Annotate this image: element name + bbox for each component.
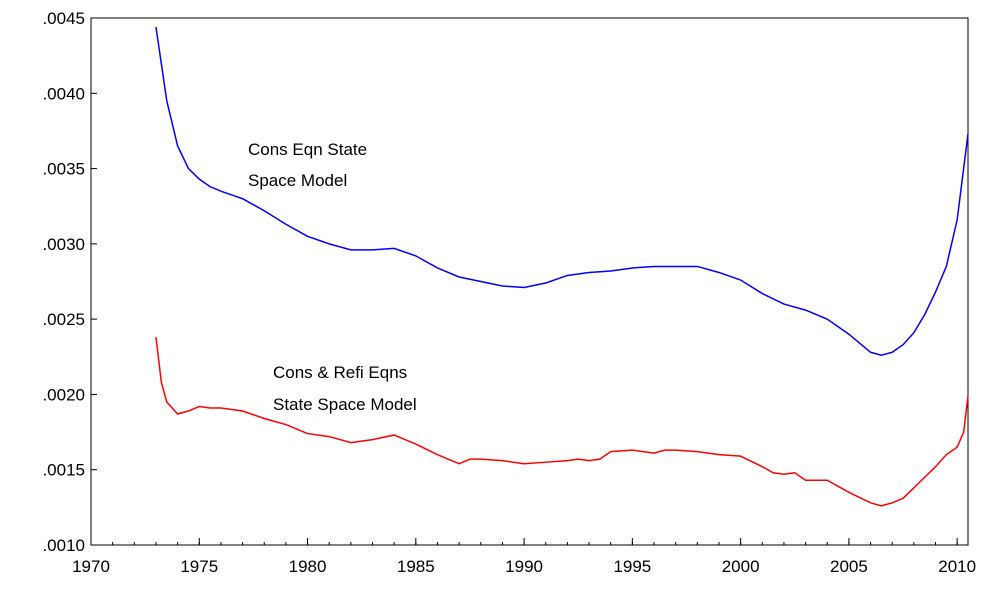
annotation: State Space Model: [273, 395, 417, 414]
plot-frame: [90, 17, 969, 546]
series-line: [155, 337, 969, 507]
y-tick-label: .0010: [42, 536, 85, 555]
annotation: Cons Eqn State: [248, 140, 367, 159]
x-tick-label: 1980: [289, 557, 327, 576]
x-tick-label: 1970: [72, 557, 110, 576]
y-tick-label: .0015: [42, 461, 85, 480]
annotation: Cons & Refi Eqns: [273, 363, 407, 382]
x-tick-label: 2010: [938, 557, 976, 576]
y-tick-label: .0020: [42, 385, 85, 404]
x-tick-label: 2000: [722, 557, 760, 576]
x-tick-label: 1985: [397, 557, 435, 576]
y-tick-label: .0025: [42, 310, 85, 329]
y-tick-label: .0030: [42, 235, 85, 254]
y-tick-label: .0035: [42, 160, 85, 179]
annotation: Space Model: [248, 171, 347, 190]
series-line: [155, 26, 969, 357]
x-tick-label: 1990: [505, 557, 543, 576]
x-tick-label: 1975: [180, 557, 218, 576]
y-tick-label: .0040: [42, 84, 85, 103]
x-tick-label: 1995: [613, 557, 651, 576]
x-tick-label: 2005: [830, 557, 868, 576]
y-tick-label: .0045: [42, 9, 85, 28]
